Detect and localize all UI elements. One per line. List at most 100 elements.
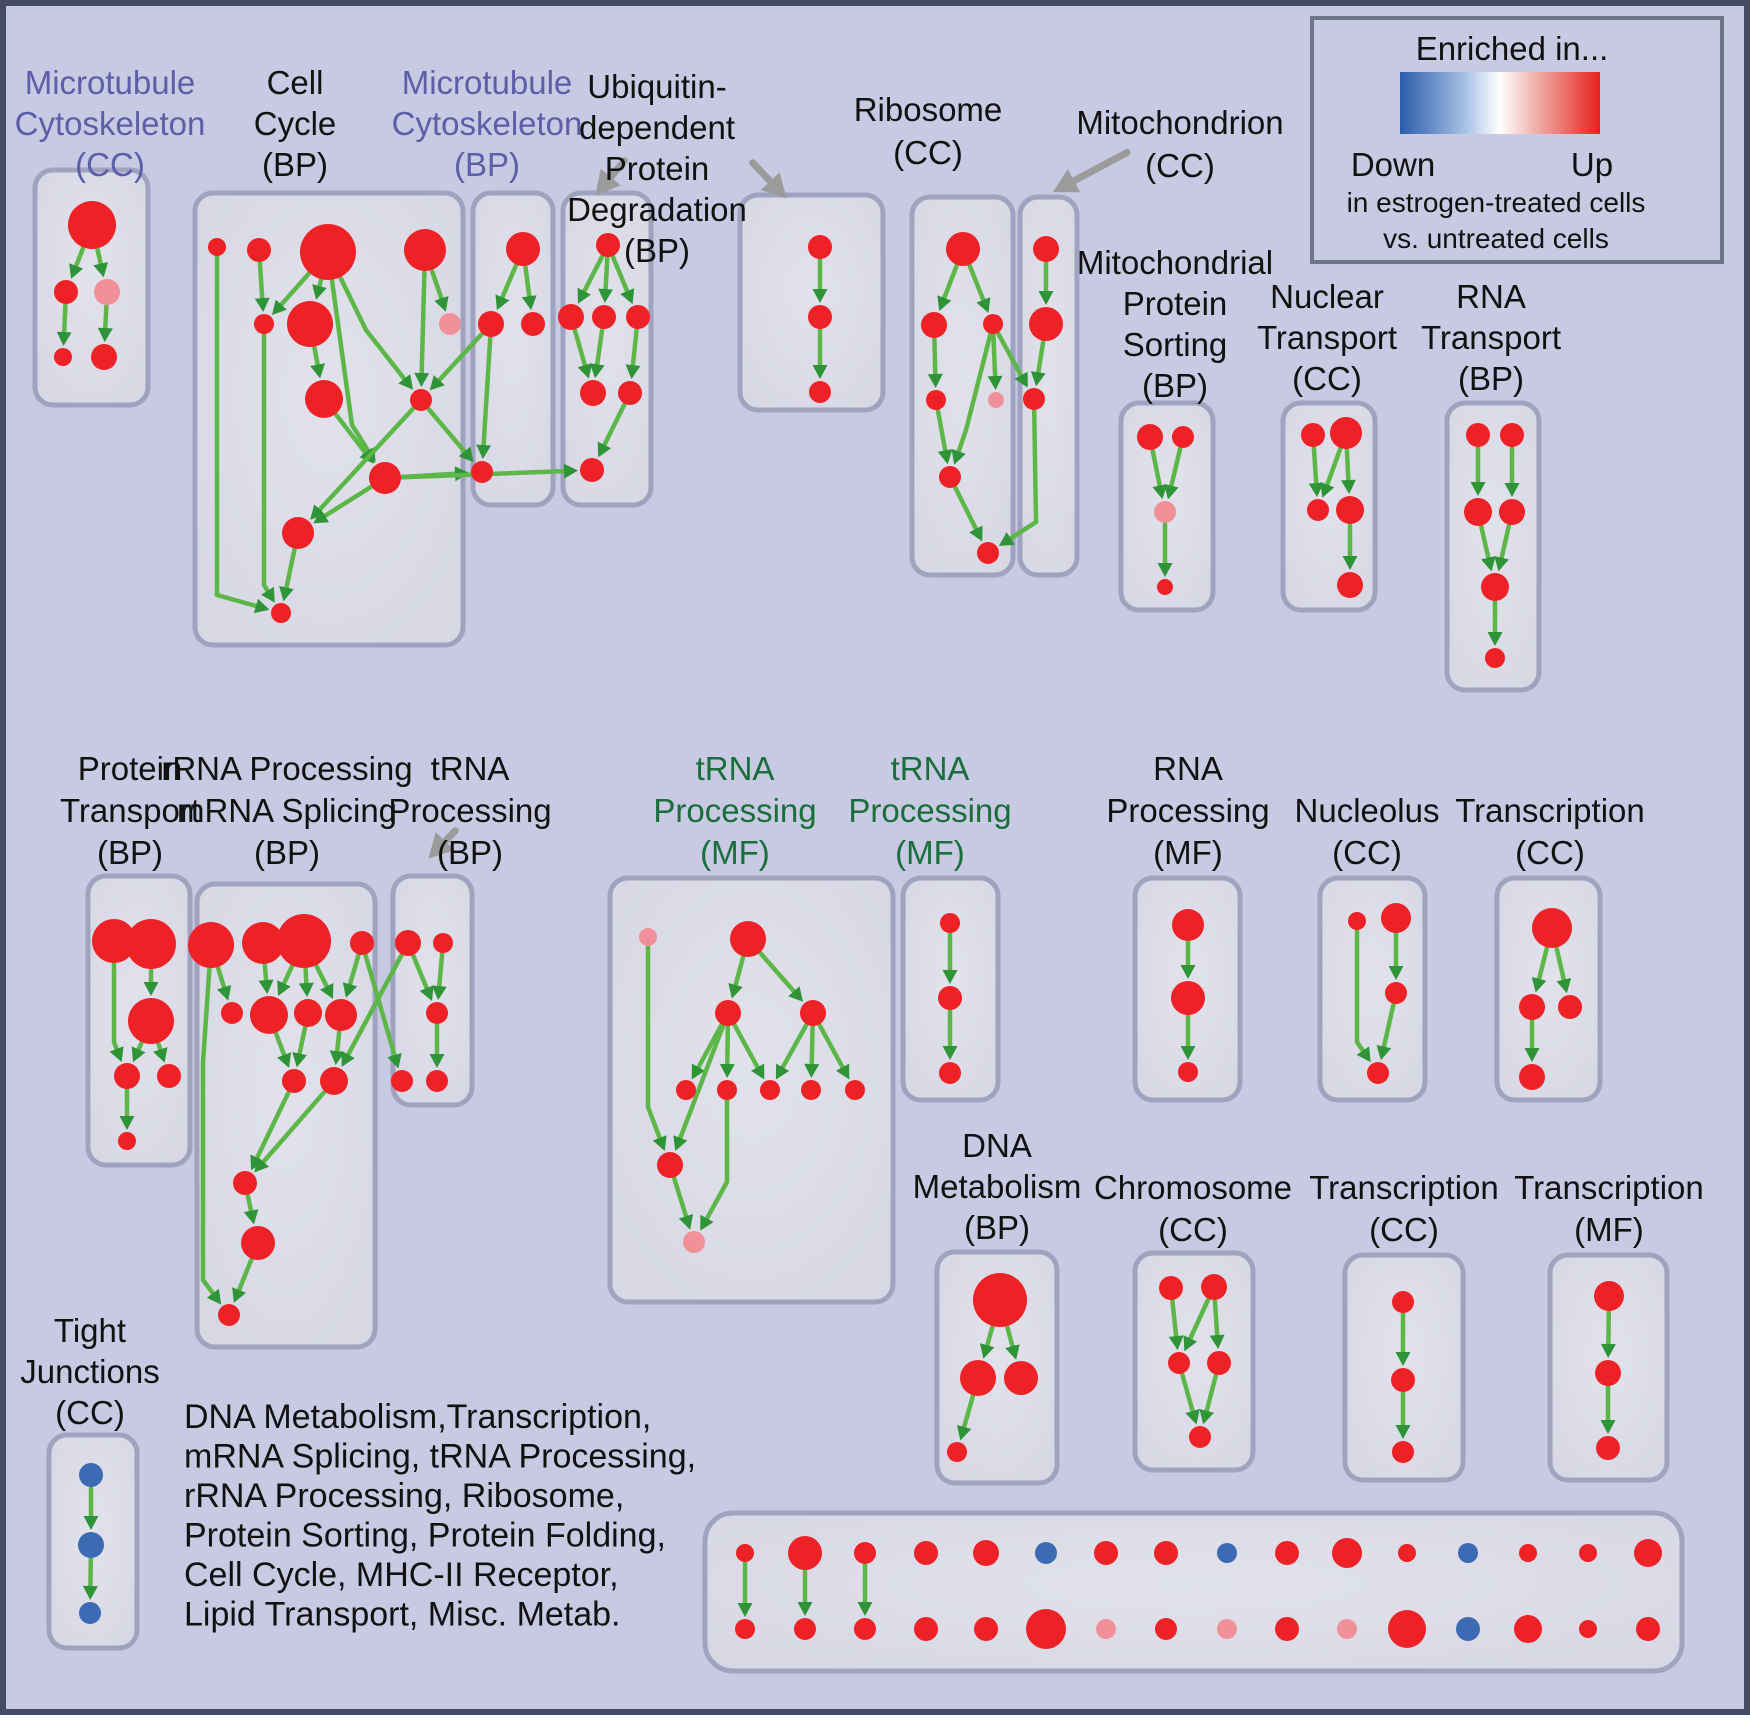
cluster-label-protein-transport-bp-line-2: (BP)	[97, 834, 163, 871]
bottom-pair-11-bottom-node	[1388, 1610, 1426, 1648]
node-n5	[676, 1080, 696, 1100]
node-i2	[1330, 417, 1362, 449]
node-a1	[68, 201, 116, 249]
node-d6	[618, 381, 642, 405]
cluster-label-microtubule-cytoskeleton-cc-line-0: Microtubule	[25, 64, 196, 101]
cluster-label-transcription-mf-line-0: Transcription	[1514, 1169, 1704, 1206]
edge-K-k1-k4-line	[114, 964, 117, 1049]
node-n10	[657, 1152, 683, 1178]
cluster-label-rna-processing-mf-line-0: RNA	[1153, 750, 1223, 787]
node-b4	[404, 229, 446, 271]
node-n7	[760, 1080, 780, 1100]
node-u2	[1391, 1368, 1415, 1392]
cluster-label-mitochondrial-protein-sorting-bp-line-1: Protein	[1123, 285, 1228, 322]
cluster-label-transcription-cc-middle-line-0: Transcription	[1455, 792, 1645, 829]
node-a4	[54, 348, 72, 366]
edge-L-l2-l6-line	[265, 965, 266, 980]
bottom-pair-8-bottom-node	[1217, 1619, 1237, 1639]
node-d5	[580, 380, 606, 406]
cluster-label-ubiquitin-degradation-box-1-line-0: Ubiquitin-	[587, 68, 726, 105]
node-l7	[294, 999, 322, 1027]
node-b12	[271, 603, 291, 623]
bottom-pair-14-bottom-node	[1579, 1620, 1597, 1638]
edge-B-b6-b8-line	[314, 348, 317, 365]
node-n11	[683, 1231, 705, 1253]
bottom-pair-2-top-node	[854, 1542, 876, 1564]
node-n1	[639, 928, 657, 946]
node-b7	[439, 313, 461, 335]
node-a5	[91, 344, 117, 370]
cluster-label-cell-cycle-bp-line-0: Cell	[267, 64, 324, 101]
cluster-box-ubiquitin-degradation-box-2	[740, 195, 883, 410]
node-b5	[254, 314, 274, 334]
node-g3	[1023, 388, 1045, 410]
bottom-pair-12-bottom-node	[1456, 1617, 1480, 1641]
node-r4	[1519, 1064, 1545, 1090]
cluster-label-tight-junctions-cc-line-2: (CC)	[55, 1394, 125, 1431]
cluster-label-rrna-processing-mrna-splicing-bp-line-2: (BP)	[254, 834, 320, 871]
edge-B-b2-b5-line	[260, 263, 262, 298]
cluster-label-tight-junctions-cc-line-1: Junctions	[20, 1353, 159, 1390]
bottom-pair-9-top-node	[1275, 1541, 1299, 1565]
node-n2	[730, 921, 766, 957]
node-w2	[78, 1532, 104, 1558]
node-h4	[1157, 579, 1173, 595]
cluster-label-rrna-processing-mrna-splicing-bp-line-0: rRNA Processing	[161, 750, 412, 787]
edge-I-i2-i4-line	[1347, 450, 1349, 480]
edge-T-t2-t4-line	[1215, 1301, 1217, 1335]
bottom-pair-12-top-node	[1458, 1543, 1478, 1563]
bottom-pair-1-top-node	[788, 1536, 822, 1570]
node-d1	[596, 233, 620, 257]
node-n4	[800, 1000, 826, 1026]
node-c2	[478, 311, 504, 337]
node-lB	[241, 1226, 275, 1260]
bottom-pair-7-bottom-node	[1155, 1618, 1177, 1640]
node-u3	[1392, 1441, 1414, 1463]
node-w1	[79, 1463, 103, 1487]
cluster-label-rna-transport-bp-line-0: RNA	[1456, 278, 1526, 315]
node-d2	[558, 304, 584, 330]
cluster-label-rna-transport-bp-line-2: (BP)	[1458, 360, 1524, 397]
cluster-label-rna-processing-mf-line-1: Processing	[1106, 792, 1269, 829]
node-f5	[988, 392, 1004, 408]
cluster-label-transcription-mf-line-1: (MF)	[1574, 1211, 1644, 1248]
node-r3	[1558, 995, 1582, 1019]
edge-N-n4-n8-line	[812, 1027, 813, 1064]
bottom-pair-13-top-node	[1519, 1544, 1537, 1562]
cluster-box-rna-transport-bp	[1447, 403, 1539, 690]
cluster-label-mitochondrion-cc-line-0: Mitochondrion	[1076, 104, 1283, 141]
node-v2	[1595, 1360, 1621, 1386]
node-m3	[426, 1002, 448, 1024]
node-t5	[1189, 1426, 1211, 1448]
edge-A-a2-a4-line	[64, 305, 65, 332]
cluster-label-dna-metabolism-bp-line-0: DNA	[962, 1127, 1032, 1164]
node-l10	[320, 1067, 348, 1095]
node-s2	[960, 1360, 996, 1396]
bottom-pair-10-top-node	[1332, 1538, 1362, 1568]
node-f7	[977, 542, 999, 564]
bottom-pair-0-bottom-node	[735, 1619, 755, 1639]
node-lA	[233, 1171, 257, 1195]
cluster-label-trna-processing-bp-line-1: Processing	[388, 792, 551, 829]
node-e3	[809, 381, 831, 403]
bottom-pair-6-bottom-node	[1096, 1619, 1116, 1639]
node-lC	[218, 1304, 240, 1326]
cluster-label-ribosome-cc-line-1: (CC)	[893, 134, 963, 171]
edge-D-d1-d3-line	[606, 258, 608, 289]
cluster-label-trna-processing-mf-1-line-2: (MF)	[700, 834, 770, 871]
node-h3	[1154, 501, 1176, 523]
cluster-label-dna-metabolism-bp-line-2: (BP)	[964, 1209, 1030, 1246]
node-b1	[208, 238, 226, 256]
cluster-label-mitochondrial-protein-sorting-bp-line-3: (BP)	[1142, 367, 1208, 404]
node-g1	[1033, 236, 1059, 262]
edge-A-a1-a3-line	[98, 249, 101, 263]
node-l1	[188, 922, 234, 968]
cluster-label-nucleolus-cc-line-0: Nucleolus	[1295, 792, 1440, 829]
bottom-pair-3-top-node	[914, 1541, 938, 1565]
node-m4	[391, 1070, 413, 1092]
node-i4	[1336, 496, 1364, 524]
bottom-pair-2-bottom-node	[854, 1618, 876, 1640]
node-f1	[946, 232, 980, 266]
node-q3	[1385, 982, 1407, 1004]
cluster-label-trna-processing-mf-2-line-0: tRNA	[891, 750, 970, 787]
